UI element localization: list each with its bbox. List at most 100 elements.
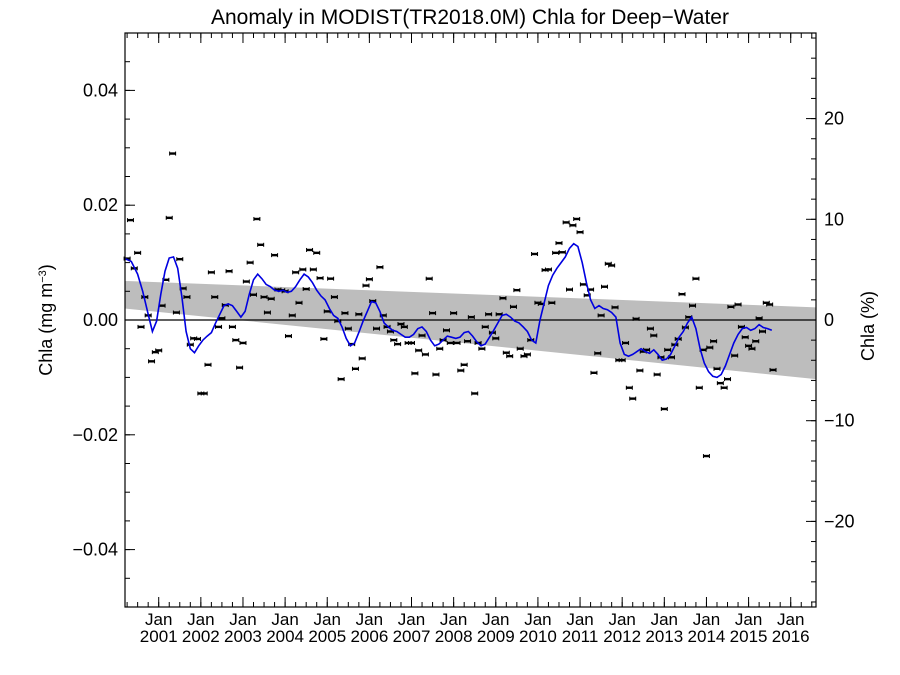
data-point: [186, 342, 194, 347]
x-tick-label-month: Jan: [271, 610, 298, 629]
data-point: [758, 329, 766, 334]
data-point: [267, 296, 275, 301]
x-tick-label-year: 2004: [266, 627, 304, 646]
data-point: [215, 324, 223, 329]
data-point: [650, 333, 658, 338]
data-point: [257, 242, 265, 247]
data-point: [464, 339, 472, 344]
data-point: [432, 372, 440, 377]
x-tick-label-month: Jan: [145, 610, 172, 629]
data-point: [362, 283, 370, 288]
data-point: [523, 352, 531, 357]
data-point: [724, 377, 732, 382]
data-point: [544, 267, 552, 272]
data-point: [225, 269, 233, 274]
data-point: [618, 358, 626, 363]
data-point: [330, 295, 338, 300]
data-point: [373, 326, 381, 331]
data-point: [418, 333, 426, 338]
x-tick-label-month: Jan: [398, 610, 425, 629]
confidence-band: [125, 280, 816, 380]
confidence-band-layer: [125, 280, 816, 380]
data-point: [204, 362, 212, 367]
data-point: [446, 340, 454, 345]
y2-tick-label: 0: [824, 310, 834, 330]
data-point: [236, 365, 244, 370]
data-point: [678, 292, 686, 297]
data-point: [344, 326, 352, 331]
data-point: [509, 304, 517, 309]
data-point: [590, 370, 598, 375]
data-point: [176, 257, 184, 262]
data-point: [752, 339, 760, 344]
y2-tick-label: −20: [824, 511, 855, 531]
data-point: [600, 284, 608, 289]
data-point: [702, 454, 710, 459]
data-point: [548, 300, 556, 305]
data-point: [313, 250, 321, 255]
data-point: [741, 335, 749, 340]
data-point: [622, 340, 630, 345]
data-point: [653, 372, 661, 377]
data-point: [755, 316, 763, 321]
x-tick-label-year: 2006: [350, 627, 388, 646]
data-point: [242, 279, 250, 284]
y2-tick-label: −10: [824, 411, 855, 431]
data-point: [481, 324, 489, 329]
data-point: [250, 292, 258, 297]
data-point: [200, 391, 208, 396]
data-point: [211, 295, 219, 300]
data-point: [636, 368, 644, 373]
data-point: [295, 300, 303, 305]
data-point: [376, 265, 384, 270]
data-point: [309, 267, 317, 272]
data-point: [731, 353, 739, 358]
data-point: [576, 230, 584, 235]
data-point: [558, 250, 566, 255]
data-point: [625, 385, 633, 390]
data-point: [183, 295, 191, 300]
x-tick-label-month: Jan: [524, 610, 551, 629]
x-tick-label-year: 2014: [688, 627, 726, 646]
data-point: [611, 305, 619, 310]
data-point: [306, 247, 314, 252]
data-point: [695, 385, 703, 390]
data-point: [299, 267, 307, 272]
data-point: [769, 367, 777, 372]
data-point: [263, 310, 271, 315]
data-point: [239, 340, 247, 345]
data-point: [471, 391, 479, 396]
data-point: [748, 346, 756, 351]
data-point: [408, 340, 416, 345]
data-point: [629, 396, 637, 401]
x-tick-label-year: 2013: [645, 627, 683, 646]
data-point: [710, 339, 718, 344]
data-point: [351, 366, 359, 371]
y-tick-label: 0.00: [83, 310, 118, 330]
data-point: [450, 311, 458, 316]
data-point: [302, 287, 310, 292]
y-tick-label: −0.04: [72, 540, 118, 560]
data-point: [400, 324, 408, 329]
data-point: [207, 270, 215, 275]
data-point: [355, 312, 363, 317]
data-point: [390, 338, 398, 343]
data-point: [506, 354, 514, 359]
data-point: [232, 338, 240, 343]
x-tick-label-month: Jan: [735, 610, 762, 629]
x-tick-label-month: Jan: [356, 610, 383, 629]
y-tick-label: 0.02: [83, 195, 118, 215]
x-tick-label-year: 2015: [730, 627, 768, 646]
data-point: [562, 220, 570, 225]
y2-tick-label: 20: [824, 109, 844, 129]
data-point: [499, 296, 507, 301]
y-axis-label-right: Chla (%): [858, 291, 878, 361]
data-point: [608, 263, 616, 268]
data-point: [415, 348, 423, 353]
data-point: [137, 324, 145, 329]
y2-tick-label: 10: [824, 209, 844, 229]
x-tick-label-year: 2012: [603, 627, 641, 646]
axes-layer: −0.04−0.020.000.020.04−20−1001020Jan2001…: [72, 32, 855, 646]
data-point: [552, 250, 560, 255]
data-point: [429, 311, 437, 316]
